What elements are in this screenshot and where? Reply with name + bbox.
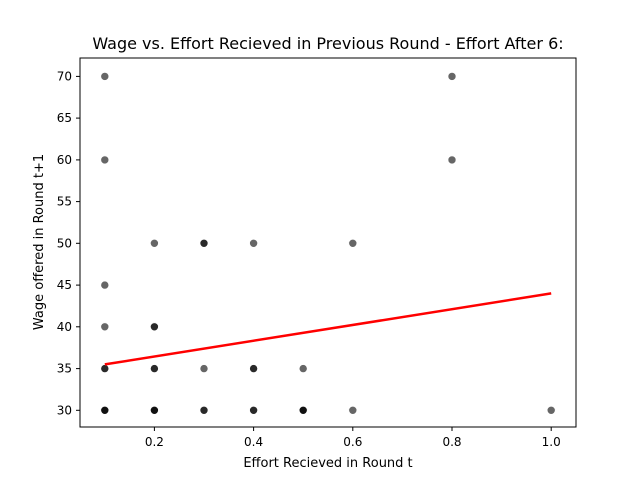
scatter-point-10 [199, 405, 209, 415]
scatter-point-13 [249, 405, 258, 415]
scatter-point-19 [348, 239, 358, 248]
y-tick-label: 35 [57, 362, 72, 376]
scatter-point-21 [447, 72, 457, 81]
scatter-point-12 [199, 239, 209, 248]
scatter-point-8 [150, 322, 159, 332]
x-axis-label: Effort Recieved in Round t [243, 456, 412, 471]
y-tick-label: 55 [57, 195, 72, 209]
y-tick-label: 30 [57, 403, 72, 417]
y-tick-label: 45 [57, 278, 72, 292]
scatter-point-1 [100, 364, 110, 373]
chart-title: Wage vs. Effort Recieved in Previous Rou… [92, 34, 563, 53]
x-tick-label: 0.4 [244, 435, 263, 449]
scatter-point-3 [100, 280, 110, 290]
scatter-point-17 [298, 364, 308, 373]
scatter-point-2 [100, 322, 110, 332]
x-tick-label: 0.2 [145, 435, 164, 449]
scatter-point-22 [546, 405, 556, 415]
x-tick-label: 1.0 [542, 435, 561, 449]
x-axis-ticks: 0.2 0.4 0.6 0.8 1.0 [145, 427, 561, 449]
plot-marks [100, 72, 556, 415]
y-tick-label: 60 [57, 153, 72, 167]
scatter-point-6 [150, 405, 159, 415]
y-tick-label: 65 [57, 111, 72, 125]
y-tick-label: 50 [57, 236, 72, 250]
scatter-point-14 [249, 364, 258, 373]
scatter-point-9 [150, 239, 159, 248]
trend-line [104, 292, 552, 366]
y-tick-label: 40 [57, 320, 72, 334]
plot-frame [79, 57, 577, 428]
y-tick-label: 70 [57, 69, 72, 83]
scatter-point-20 [447, 155, 457, 165]
scatter-point-0 [100, 405, 110, 415]
y-axis-label: Wage offered in Round t+1 [32, 154, 47, 330]
scatter-point-18 [348, 405, 358, 415]
scatter-point-15 [249, 239, 258, 248]
scatter-point-5 [100, 72, 110, 81]
x-tick-label: 0.8 [442, 435, 461, 449]
scatter-point-16 [298, 405, 308, 415]
scatter-point-4 [100, 155, 110, 165]
y-axis-ticks: 30 35 40 45 50 55 60 65 70 [57, 69, 80, 417]
x-tick-label: 0.6 [343, 435, 362, 449]
scatter-point-7 [150, 364, 159, 373]
scatter-point-11 [199, 364, 209, 373]
